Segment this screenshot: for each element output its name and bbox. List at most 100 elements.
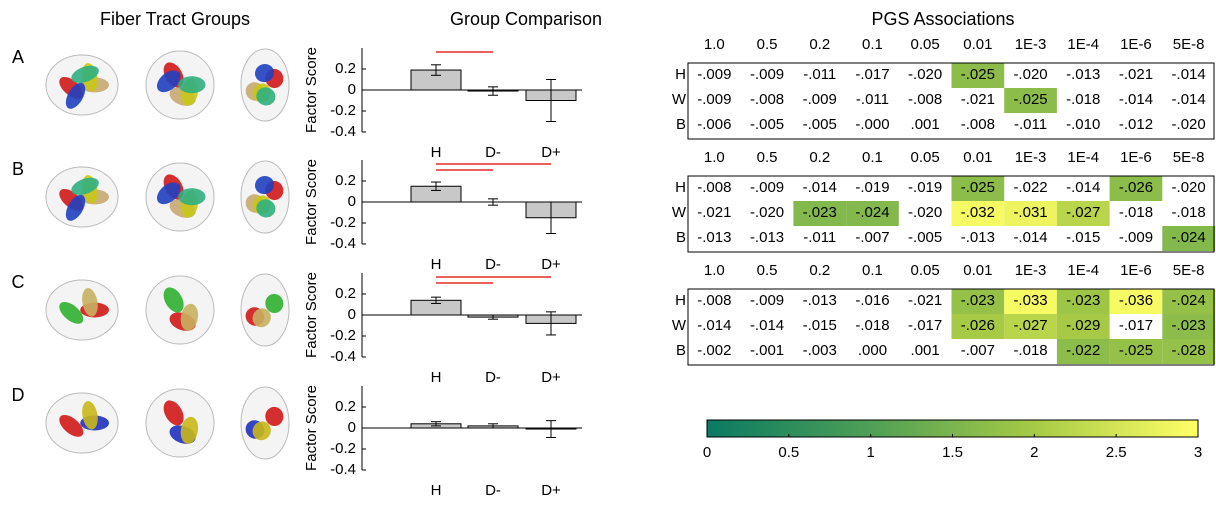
x-tick-label: D-	[485, 482, 501, 499]
cell-value: -.026	[1119, 179, 1153, 196]
cell-shade	[951, 176, 1005, 201]
cell-value: -.014	[1119, 91, 1153, 108]
tract	[178, 76, 206, 94]
cell-value: -.005	[750, 116, 784, 133]
tract	[71, 177, 99, 195]
cell-value: -.018	[1013, 342, 1047, 359]
y-tick-label: 0	[348, 419, 356, 436]
cell-value: -.019	[908, 179, 942, 196]
cell-value: -.015	[1066, 229, 1100, 246]
column-header: 0.2	[809, 149, 830, 166]
cell-value: -.029	[1066, 317, 1100, 334]
cell-value: -.015	[803, 317, 837, 334]
cell-value: -.021	[697, 204, 731, 221]
error-bar	[546, 420, 556, 438]
cell-shade	[1004, 201, 1057, 226]
cell-value: -.027	[1013, 317, 1047, 334]
colorbar-tick-label: 2	[1030, 444, 1038, 461]
cell-value: -.020	[1172, 116, 1206, 133]
error-bar	[546, 201, 556, 234]
x-tick-label: H	[431, 482, 442, 499]
cell-value: -.014	[1066, 179, 1100, 196]
column-header: 0.01	[963, 149, 992, 166]
tract	[252, 421, 271, 441]
cell-value: -.009	[697, 91, 731, 108]
column-header: 1E-4	[1067, 36, 1099, 53]
cell-value: -.011	[803, 229, 836, 246]
cell-value: -.003	[803, 342, 837, 359]
cell-value: -.023	[1172, 317, 1206, 334]
column-header: 0.5	[757, 149, 778, 166]
cell-value: -.009	[750, 292, 784, 309]
cell-value: -.018	[1066, 91, 1100, 108]
row-header: B	[676, 342, 686, 359]
tract	[180, 303, 199, 331]
y-tick-label: -0.2	[330, 440, 356, 457]
tract	[163, 287, 184, 313]
column-header: 0.2	[809, 262, 830, 279]
column-header: 0.05	[911, 262, 940, 279]
tract	[59, 301, 84, 324]
cell-value: -.000	[855, 116, 889, 133]
y-tick-label: 0.2	[335, 285, 356, 302]
cell-value: -.032	[961, 204, 995, 221]
y-tick-label: -0.2	[330, 327, 356, 344]
cell-shade	[1109, 289, 1163, 314]
tract	[82, 401, 98, 430]
tract	[163, 400, 184, 426]
table-border	[687, 288, 1215, 366]
row-header: H	[675, 66, 686, 83]
cell-value: -.018	[1119, 204, 1153, 221]
x-tick-label: D-	[485, 256, 501, 273]
y-axis-label: Factor Score	[303, 47, 320, 133]
cell-value: -.008	[697, 179, 731, 196]
cell-value: -.013	[961, 229, 995, 246]
tract	[256, 199, 276, 218]
x-tick-label: D+	[541, 256, 561, 273]
cell-value: -.031	[1013, 204, 1047, 221]
column-header: 0.01	[963, 262, 992, 279]
row-header: B	[676, 116, 686, 133]
column-header: 1E-4	[1067, 149, 1099, 166]
tract	[65, 194, 86, 221]
column-header: 0.2	[809, 36, 830, 53]
column-header: 5E-8	[1173, 149, 1205, 166]
cell-value: -.036	[1119, 292, 1153, 309]
cell-shade	[1004, 314, 1057, 339]
cell-value: -.024	[1172, 292, 1206, 309]
cell-value: -.025	[1119, 342, 1153, 359]
cell-value: -.010	[1066, 116, 1100, 133]
x-tick-label: D+	[541, 144, 561, 161]
row-header: H	[675, 292, 686, 309]
tract	[65, 82, 86, 109]
cell-shade	[951, 314, 1005, 339]
cell-value: -.008	[961, 116, 995, 133]
tract	[265, 406, 284, 427]
cell-value: -.013	[1066, 66, 1100, 83]
cell-shade	[1162, 339, 1215, 364]
column-header: 0.05	[911, 149, 940, 166]
x-tick-label: D+	[541, 482, 561, 499]
column-header: 1.0	[704, 262, 725, 279]
cell-value: -.002	[697, 342, 731, 359]
row-label: B	[12, 159, 24, 179]
y-tick-label: 0	[348, 193, 356, 210]
row-header: W	[672, 91, 687, 108]
y-tick-label: -0.4	[330, 123, 356, 140]
column-header: 0.01	[963, 36, 992, 53]
tract	[265, 293, 284, 314]
cell-shade	[1004, 88, 1057, 113]
cell-value: -.008	[908, 91, 942, 108]
y-tick-label: -0.2	[330, 214, 356, 231]
cell-value: -.027	[1066, 204, 1100, 221]
cell-value: -.026	[961, 317, 995, 334]
cell-value: -.020	[1172, 179, 1206, 196]
y-tick-label: 0.2	[335, 172, 356, 189]
tract	[252, 308, 271, 328]
column-header: 1.0	[704, 36, 725, 53]
cell-value: -.033	[1013, 292, 1047, 309]
column-header: 1E-3	[1015, 262, 1047, 279]
column-header: 1E-3	[1015, 149, 1047, 166]
error-bar	[488, 86, 498, 96]
tract	[59, 414, 84, 437]
